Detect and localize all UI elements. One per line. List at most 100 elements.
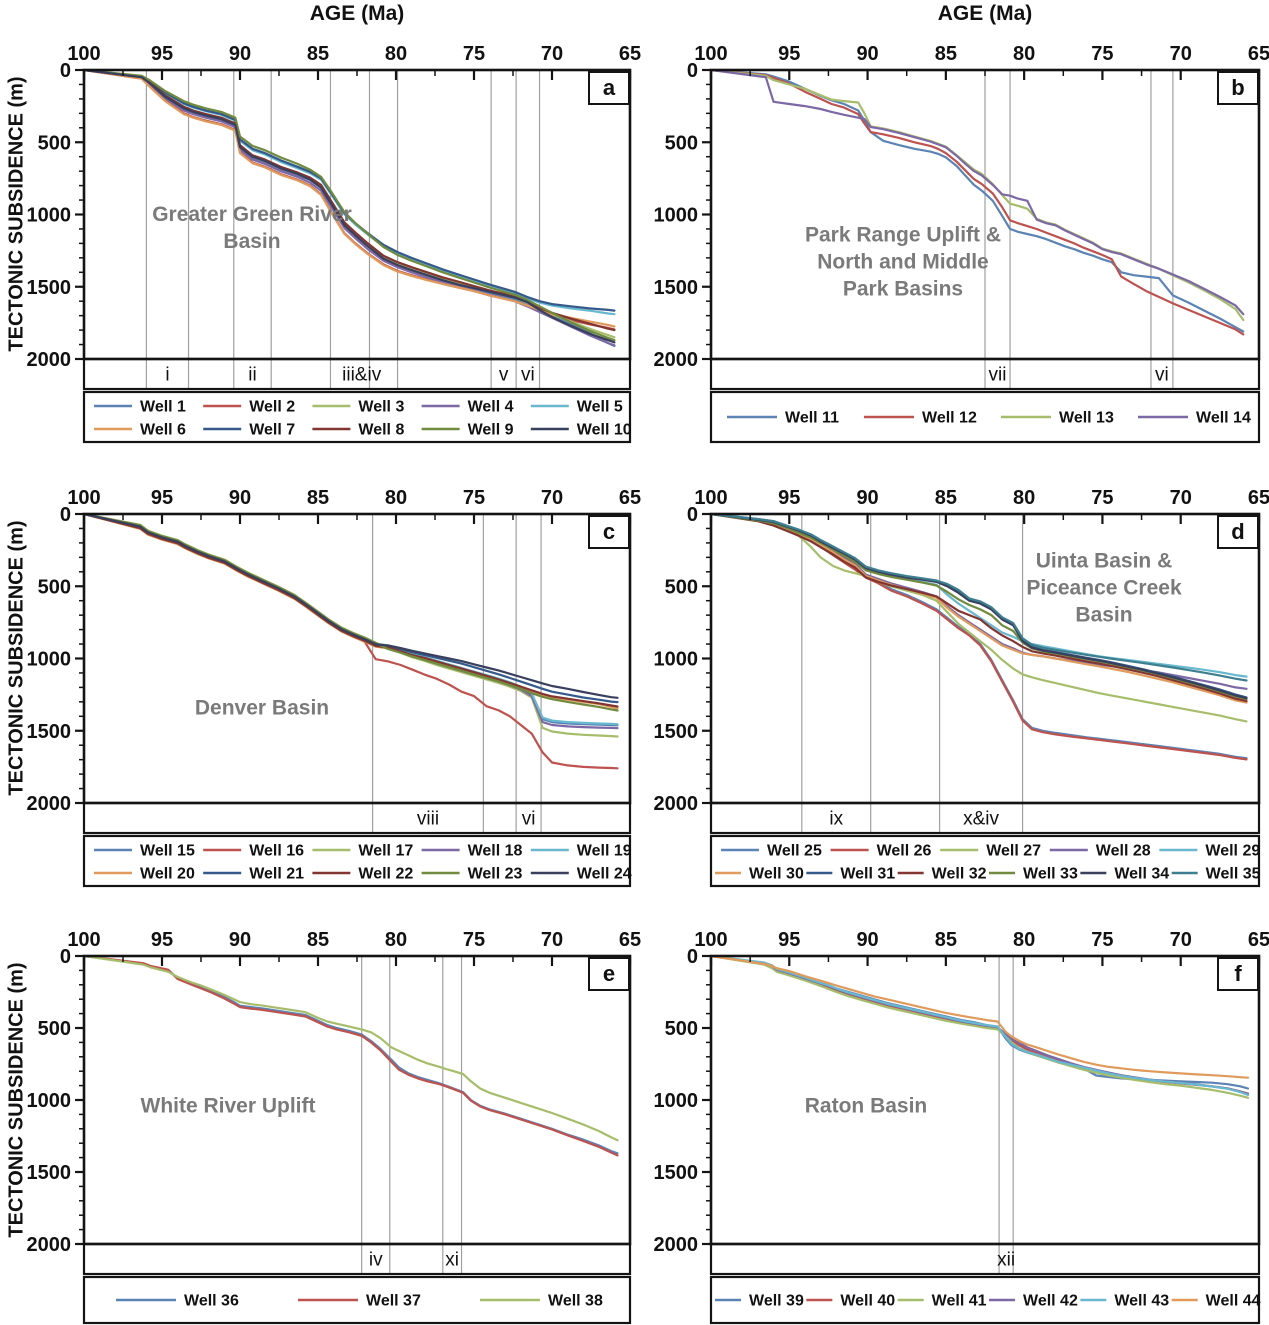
legend-label: Well 19: [577, 843, 632, 860]
legend-label: Well 12: [922, 410, 977, 427]
legend-label: Well 25: [767, 843, 822, 860]
unconformity-strip: [82, 1242, 632, 1276]
legend-entry: Well 2: [203, 399, 295, 416]
x-tick-label: 100: [694, 487, 727, 509]
x-axis-title-left: AGE (Ma): [309, 2, 405, 25]
legend-entry: Well 23: [421, 866, 523, 883]
legend-label: Well 11: [785, 410, 839, 427]
x-tick-label: 90: [229, 929, 251, 951]
unconformity-label: vii: [989, 365, 1007, 386]
legend-label: Well 29: [1205, 843, 1260, 860]
legend-box: [82, 834, 632, 888]
legend-label: Well 14: [1196, 410, 1251, 427]
curve-well-27: [711, 514, 1248, 723]
x-tick-label: 75: [1091, 929, 1113, 951]
legend-entry: Well 41: [897, 1293, 987, 1310]
legend-label: Well 21: [249, 866, 304, 883]
x-tick-label: 90: [229, 487, 251, 509]
legend-a: Well 1 Well 2 Well 3 Well 4 Well 5 Well 6 Well…: [82, 390, 632, 444]
legend-label: Well 13: [1059, 410, 1114, 427]
curve-well-14: [711, 70, 1245, 316]
curve-well-34: [711, 514, 1248, 700]
basin-label-raton: Raton Basin: [804, 1094, 928, 1118]
legend-entry: Well 25: [721, 843, 822, 860]
legend-entry: Well 12: [864, 410, 977, 427]
curve-well-23: [84, 514, 619, 712]
x-tick-label: 90: [856, 929, 878, 951]
legend-entry: Well 38: [480, 1293, 603, 1310]
legend-label: Well 35: [1206, 866, 1261, 883]
y-tick-label: 2000: [27, 793, 72, 815]
x-tick-label: 65: [1248, 929, 1269, 951]
legend-label: Well 16: [249, 843, 304, 860]
x-tick-label: 65: [619, 487, 641, 509]
y-tick-label: 1000: [27, 1090, 72, 1112]
y-tick-label: 1500: [654, 721, 699, 743]
x-tick-label: 80: [1013, 929, 1035, 951]
legend-entry: Well 11: [727, 410, 839, 427]
legend-entry: Well 20: [94, 866, 195, 883]
curve-well-41: [711, 956, 1250, 1099]
x-tick-label: 90: [856, 487, 878, 509]
y-tick-label: 1500: [27, 1162, 72, 1184]
panel-e: iv xi 100 95 90 85 80 75 70 65 0 500 1000 1500 2000 Wel…: [27, 929, 641, 1325]
legend-entry: Well 29: [1159, 843, 1260, 860]
panel-d: ix x&iv 100 95 90 85 80 75 70 65 0 500 1000 1500 2000 W…: [654, 487, 1269, 888]
legend-d: Well 25 Well 26 Well 27 Well 28 Well 29 Well …: [709, 834, 1261, 888]
y-tick-label: 1000: [654, 649, 699, 671]
legend-entry: Well 15: [94, 843, 195, 860]
legend-box: [709, 834, 1261, 888]
x-tick-label: 95: [151, 43, 173, 65]
panel-c: viii vi 100 95 90 85 80 75 70 65 0 500 1000 1500 2000 W…: [27, 487, 641, 888]
well-curves: [84, 514, 619, 770]
unconformity-label: iv: [369, 1250, 383, 1271]
legend-box: [82, 390, 632, 444]
panel-letter-e: e: [588, 957, 630, 991]
unconformity-label: vi: [1155, 365, 1169, 386]
legend-label: Well 31: [840, 866, 895, 883]
legend-entry: Well 8: [312, 422, 404, 439]
legend-label: Well 20: [140, 866, 195, 883]
y-tick-label: 0: [687, 946, 698, 968]
legend-entry: Well 5: [530, 399, 623, 416]
unconformity-label: vi: [521, 365, 535, 386]
x-tick-label: 75: [463, 929, 485, 951]
x-tick-label: 95: [151, 929, 173, 951]
y-tick-label: 0: [60, 60, 71, 82]
x-tick-label: 100: [694, 43, 727, 65]
x-tick-label: 95: [151, 487, 173, 509]
x-tick-label: 70: [1170, 43, 1192, 65]
y-tick-label: 0: [687, 60, 698, 82]
basin-label-white-river: White River Uplift: [140, 1094, 316, 1118]
x-tick-label: 70: [541, 929, 563, 951]
x-tick-label: 65: [1248, 43, 1269, 65]
x-tick-label: 100: [67, 43, 100, 65]
legend-label: Well 7: [249, 422, 295, 439]
legend-entry: Well 44: [1171, 1293, 1261, 1310]
y-tick-label: 2000: [27, 1234, 72, 1256]
legend-label: Well 10: [577, 422, 632, 439]
curve-well-21: [84, 514, 619, 704]
legend-entry: Well 7: [203, 422, 295, 439]
x-tick-label: 80: [385, 487, 407, 509]
x-tick-label: 100: [67, 929, 100, 951]
x-tick-label: 90: [229, 43, 251, 65]
x-tick-label: 80: [1013, 487, 1035, 509]
y-tick-label: 2000: [654, 793, 699, 815]
x-tick-label: 75: [463, 43, 485, 65]
legend-label: Well 15: [140, 843, 195, 860]
unconformity-label: vi: [522, 809, 536, 830]
curve-well-37: [84, 956, 619, 1157]
x-tick-label: 85: [307, 43, 329, 65]
legend-label: Well 17: [358, 843, 413, 860]
legend-entry: Well 33: [989, 866, 1078, 883]
legend-box: [82, 1275, 632, 1325]
y-axis-ticks: 0 500 1000 1500 2000: [27, 504, 84, 815]
x-axis-ticks: 100 95 90 85 80 75 70 65: [694, 487, 1269, 524]
curve-well-32: [711, 514, 1248, 703]
legend-b: Well 11 Well 12 Well 13 Well 14: [709, 390, 1261, 444]
legend-label: Well 2: [249, 399, 295, 416]
y-tick-label: 1500: [27, 277, 72, 299]
legend-entry: Well 27: [940, 843, 1041, 860]
